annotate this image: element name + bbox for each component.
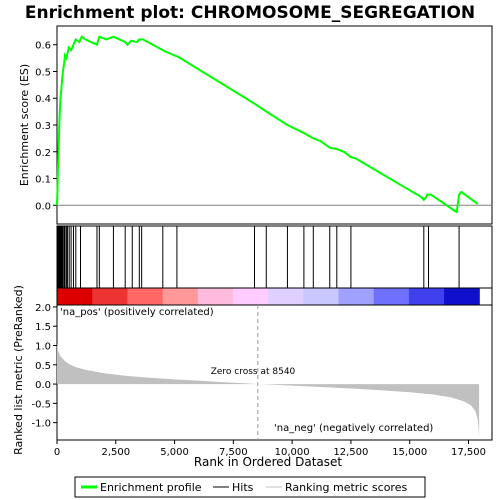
x-tick-label: 12,500 (333, 447, 368, 458)
x-tick-label: 10,000 (275, 447, 310, 458)
metric-y-tick-label: -0.5 (31, 399, 51, 410)
x-tick-label: 15,000 (392, 447, 427, 458)
color-bar-segment (268, 288, 304, 305)
es-plot-frame (56, 25, 493, 225)
metric-y-tick-label: 2.0 (35, 303, 51, 314)
legend-box (74, 476, 426, 498)
metric-y-tick-label: 0.5 (35, 361, 51, 372)
es-axis-label: Enrichment score (ES) (18, 64, 31, 186)
metric-panel: -1.0 -0.5 0.0 0.5 1.0 1.5 2.0 0 2,500 5,000 7,500 1… (31, 303, 493, 458)
metric-y-tick-label: -1.0 (31, 419, 51, 430)
es-panel: 0.0 0.1 0.2 0.3 0.4 0.5 0.6 (35, 25, 493, 225)
es-y-tick-label: 0.3 (35, 121, 51, 132)
metric-y-tick-label: 1.5 (35, 322, 51, 333)
hits-frame (56, 225, 493, 289)
negative-correlation-label: 'na_neg' (negatively correlated) (274, 423, 433, 434)
color-bar-segment (127, 288, 164, 305)
color-bar-segment (373, 288, 410, 305)
es-y-tick-label: 0.6 (35, 41, 51, 52)
color-bar-segment (92, 288, 128, 305)
legend-hits-label: Hits (232, 481, 254, 494)
ranking-metric-area (57, 343, 480, 437)
legend-enrichment-label: Enrichment profile (100, 481, 202, 494)
metric-y-tick-label: 1.0 (35, 342, 51, 353)
color-bar-segment (338, 288, 375, 305)
x-tick-label: 2,500 (101, 447, 130, 458)
es-y-tick-label: 0.2 (35, 148, 51, 159)
es-y-tick-label: 0.1 (35, 175, 51, 186)
color-bar-segment (408, 288, 445, 305)
color-bar-segment (232, 288, 269, 305)
hits-panel (56, 225, 493, 289)
color-bar-segment (197, 288, 234, 305)
color-bar-segment (444, 288, 480, 305)
enrichment-profile-line (56, 35, 479, 214)
x-tick-label: 17,500 (451, 447, 486, 458)
metric-y-tick-label: 0.0 (35, 380, 51, 391)
legend: Enrichment profile Hits Ranking metric s… (74, 476, 426, 498)
chart-title: Enrichment plot: CHROMOSOME_SEGREGATION (25, 3, 475, 23)
legend-metric-label: Ranking metric scores (285, 481, 407, 494)
metric-axis-label: Ranked list metric (PreRanked) (12, 285, 25, 455)
metric-plot-frame (56, 304, 493, 441)
positive-correlation-label: 'na_pos' (positively correlated) (60, 307, 214, 318)
x-axis-label: Rank in Ordered Dataset (194, 455, 342, 469)
x-tick-label: 7,500 (219, 447, 248, 458)
color-bar-segment (57, 288, 93, 305)
x-tick-label: 0 (54, 447, 60, 458)
rank-color-bar (56, 287, 493, 306)
x-tick-label: 5,000 (160, 447, 189, 458)
es-y-tick-label: 0.4 (35, 94, 51, 105)
color-bar-segment (303, 288, 340, 305)
es-y-tick-label: 0.5 (35, 67, 51, 78)
color-bar-segment (162, 288, 199, 305)
es-y-tick-label: 0.0 (35, 201, 51, 212)
zero-cross-label: Zero cross at 8540 (211, 367, 296, 377)
